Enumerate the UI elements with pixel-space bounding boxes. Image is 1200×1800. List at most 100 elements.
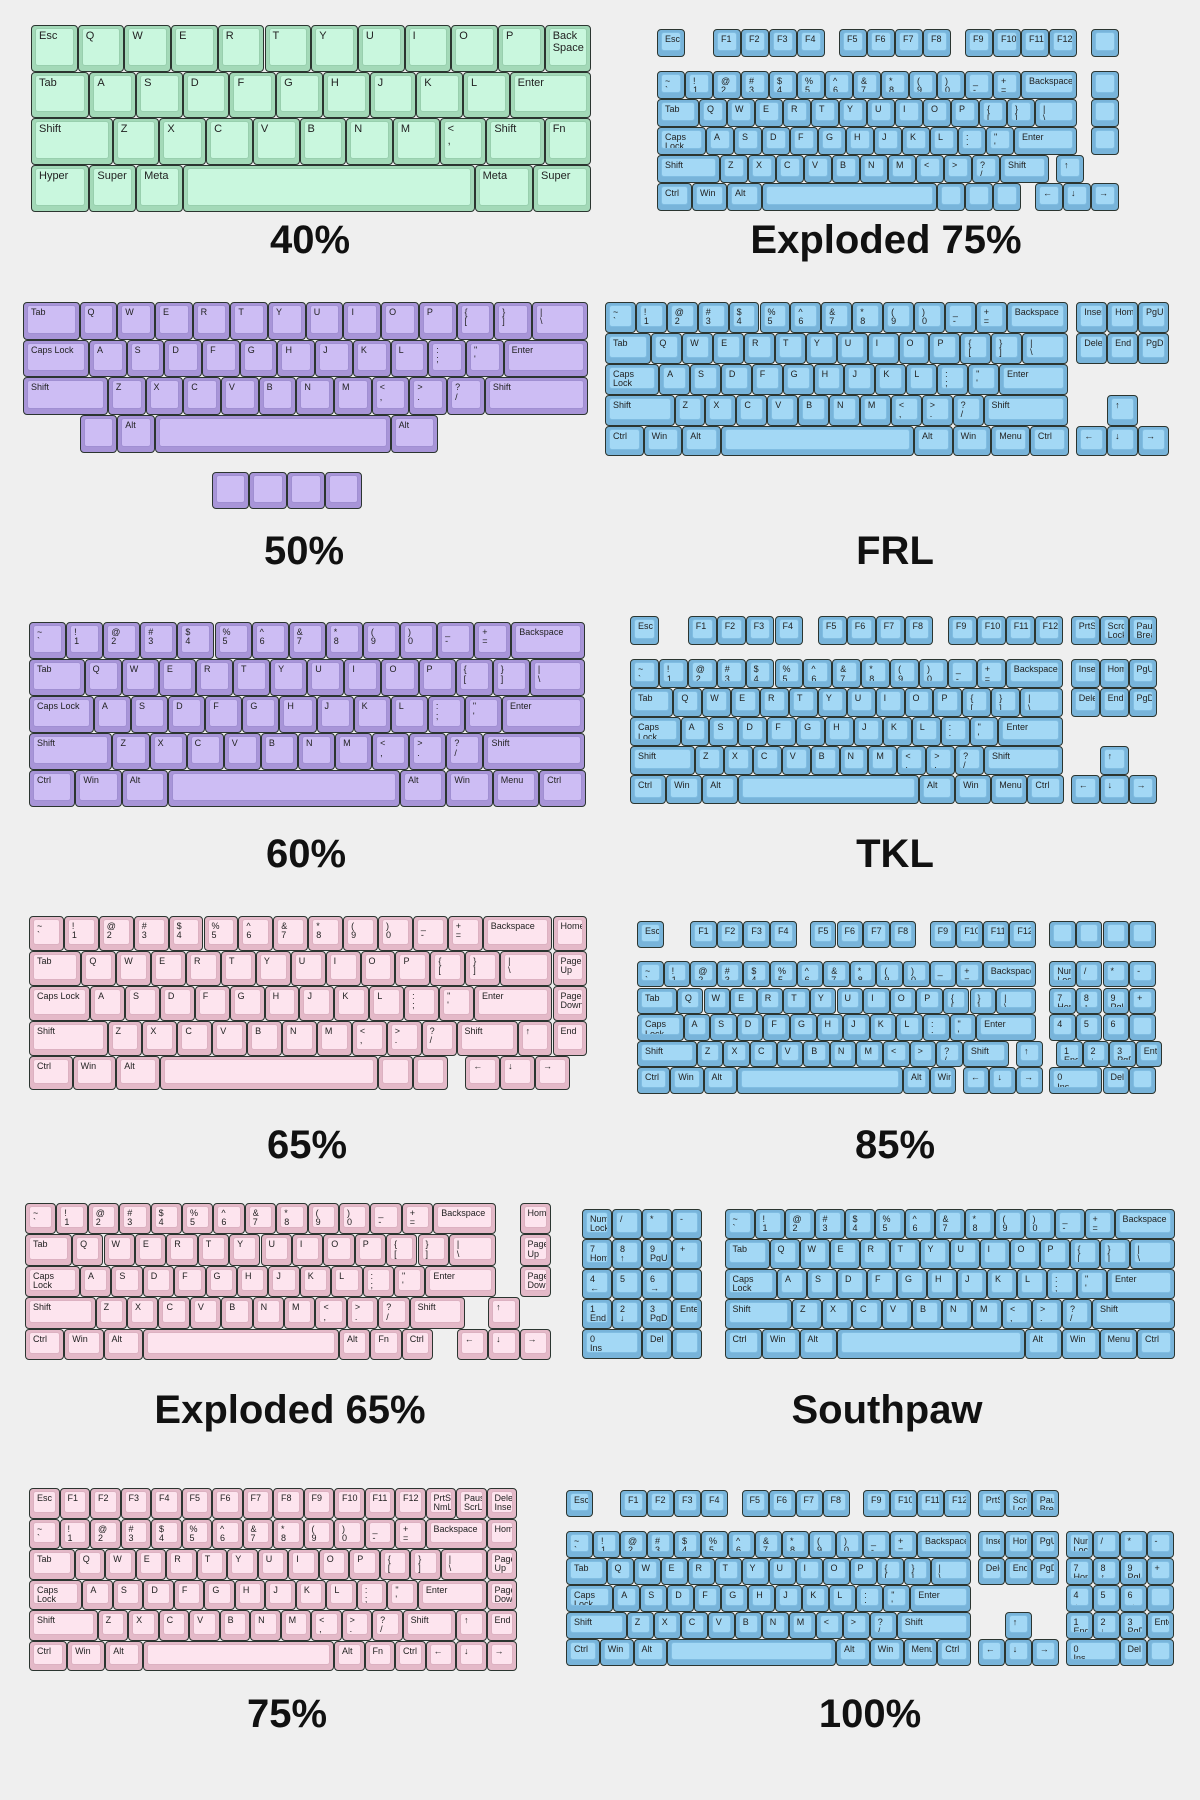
key-legend: F3 [124, 1491, 147, 1513]
key-legend [671, 1641, 832, 1660]
key: H [279, 696, 317, 734]
key: Fn [370, 1328, 402, 1360]
key-legend: * 8 [312, 919, 340, 945]
key: # 3 [120, 1518, 151, 1549]
key-legend: 3 PgDn [646, 1302, 668, 1323]
key: < , [372, 733, 410, 771]
key-legend: B [225, 1300, 249, 1323]
key-legend: Shift [33, 1023, 104, 1050]
key: " ' [1077, 1269, 1107, 1299]
key: ) 0 [339, 1203, 371, 1235]
key-legend [742, 777, 915, 798]
key-legend: F2 [651, 1493, 670, 1511]
key: Esc [29, 1488, 60, 1519]
key: ← [1035, 183, 1063, 211]
key-legend: 9 PgUp [1123, 1560, 1143, 1579]
key: W [633, 1557, 661, 1585]
key: : ; [937, 363, 969, 395]
key-legend: 0 Ins [1053, 1070, 1099, 1088]
key-legend: ~ ` [728, 1212, 751, 1233]
key: ~ ` [657, 71, 685, 99]
key: U [290, 950, 326, 986]
key: F3 [743, 921, 770, 948]
key: Alt [339, 1328, 371, 1360]
key-legend: & 7 [938, 1212, 961, 1233]
key: * 8 [782, 1530, 809, 1558]
key: E [158, 659, 196, 697]
key: ^ 6 [728, 1530, 755, 1558]
key-legend: 7 Home [1069, 1560, 1089, 1579]
key-legend: F5 [813, 924, 833, 942]
key-legend: A [710, 130, 730, 149]
key: E [731, 688, 761, 718]
key-legend: Ctrl [728, 1332, 758, 1353]
key: T [783, 987, 810, 1015]
key-legend: Shift [900, 1614, 967, 1633]
key-legend: 2 ↓ [1096, 1614, 1116, 1633]
key-legend: W [707, 990, 727, 1009]
key-legend: M [872, 749, 894, 769]
key: C [750, 1040, 777, 1068]
key-legend: $ 4 [155, 1521, 178, 1543]
key-legend: Win [450, 773, 489, 802]
key-legend: # 3 [720, 662, 742, 683]
key: F9 [863, 1490, 890, 1517]
key-legend: V [193, 1300, 218, 1323]
key: Super [89, 165, 137, 212]
key: Ctrl [1027, 774, 1064, 804]
key: @ 2 [690, 960, 717, 988]
key-legend: Alt [109, 1643, 140, 1665]
key-legend: $ 4 [678, 1533, 697, 1552]
key-legend: D [740, 1017, 760, 1035]
key: Backspace [1005, 659, 1064, 689]
key-legend: F7 [899, 32, 919, 51]
key: F11 [982, 921, 1010, 948]
key: Win [929, 1067, 957, 1094]
key-legend: Win [603, 1641, 630, 1660]
key-legend: ) 0 [338, 1521, 361, 1543]
key: D [159, 985, 195, 1021]
key: + = [993, 71, 1021, 99]
key: C [736, 394, 768, 426]
key-legend: End [1111, 335, 1135, 358]
key: F7 [795, 1490, 823, 1517]
key: O [1009, 1239, 1040, 1269]
key: @ 2 [784, 1209, 815, 1239]
key: } ] [492, 659, 530, 697]
key: Shift [566, 1611, 627, 1639]
key-legend: ↑ [1020, 1043, 1039, 1062]
key: ↓ [989, 1067, 1017, 1094]
key-legend: G [786, 366, 810, 389]
key-legend: Caps Lock [27, 342, 85, 372]
key-legend [1133, 924, 1152, 942]
key-legend: K [991, 1272, 1013, 1293]
key-legend: Num Lock [1069, 1533, 1089, 1552]
key: > . [944, 155, 972, 183]
key-legend: Shift [413, 1300, 461, 1323]
key-legend: W [706, 691, 728, 712]
key: W [703, 987, 731, 1015]
key-legend: " ' [1081, 1272, 1103, 1293]
key: Alt [799, 1329, 837, 1359]
key: Esc [630, 616, 659, 645]
key-legend: Ctrl [543, 773, 582, 802]
key: R [859, 1239, 890, 1269]
key-legend: 2 ↓ [616, 1302, 638, 1323]
key: M [856, 1040, 884, 1068]
key: # 3 [119, 1203, 151, 1235]
key: O [323, 1234, 355, 1266]
key-legend: P [933, 335, 957, 358]
key: K [902, 127, 930, 155]
key: Win [952, 425, 992, 457]
key: } ] [991, 688, 1021, 718]
key-legend: 5 [1096, 1587, 1116, 1606]
key: # 3 [741, 71, 769, 99]
key: ( 9 [362, 622, 400, 660]
key: Z [107, 1020, 143, 1056]
key-legend: Enter [1139, 1043, 1159, 1062]
key-legend: & 7 [827, 963, 846, 982]
key-legend: 6 → [1123, 1587, 1143, 1606]
key: Pause Break [1031, 1490, 1059, 1517]
key-legend: Esc [570, 1493, 589, 1511]
